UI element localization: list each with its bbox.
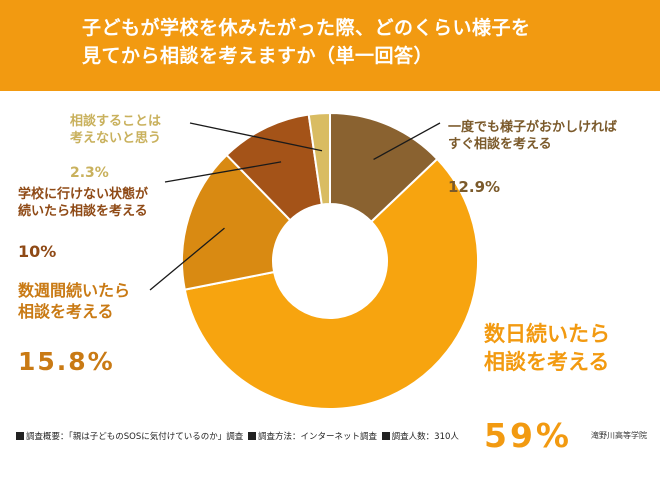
slice-label-cannot-attend: 学校に行けない状態が 続いたら相談を考える 10%: [18, 169, 148, 277]
slice-label-several-days: 数日続いたら 相談を考える 59%: [484, 292, 610, 478]
slice-name: 数日続いたら 相談を考える: [484, 322, 610, 374]
bullet-square-icon: [16, 432, 24, 440]
chart-title: 子どもが学校を休みたがった際、どのくらい様子を 見てから相談を考えますか（単一回…: [82, 17, 531, 67]
footer-item: 調査方法：インターネット調査: [247, 432, 377, 442]
footer-method: 調査方法：インターネット調査: [257, 432, 377, 442]
slice-percent: 10%: [18, 242, 57, 261]
slice-percent: 2.3%: [70, 165, 109, 181]
leader-line: [149, 227, 225, 291]
slice-percent: 15.8%: [18, 347, 115, 376]
survey-footer: 調査概要：「親は子どものSOSに気付けているのか」調査 調査方法：インターネット…: [16, 430, 656, 442]
slice-name: 相談することは 考えないと思う: [70, 114, 162, 146]
leader-line: [189, 122, 323, 152]
slice-name: 学校に行けない状態が 続いたら相談を考える: [18, 187, 149, 219]
source-credit: 滝野川高等学院: [591, 431, 647, 440]
footer-item: 調査人数：310人: [381, 432, 459, 442]
leader-line: [373, 122, 441, 161]
slice-label-several-weeks: 数週間続いたら 相談を考える 15.8%: [18, 259, 130, 393]
bullet-square-icon: [381, 432, 390, 440]
slice-label-no-consult: 相談することは 考えないと思う 2.3%: [70, 96, 161, 199]
slice-no-consult: [307, 111, 331, 206]
donut-chart: [149, 111, 479, 410]
footer-item: 調査概要：「親は子どものSOSに気付けているのか」調査: [16, 432, 243, 442]
bullet-square-icon: [247, 432, 256, 440]
title-banner: 子どもが学校を休みたがった際、どのくらい様子を 見てから相談を考えますか（単一回…: [0, 0, 660, 91]
footer-count: 調査人数：310人: [391, 432, 459, 442]
slice-several-days: [183, 157, 479, 410]
leader-line: [164, 161, 282, 183]
slice-name: 一度でも様子がおかしければ すぐ相談を考える: [448, 120, 618, 152]
slice-several-weeks: [181, 153, 292, 291]
slice-label-immediately: 一度でも様子がおかしければ すぐ相談を考える 12.9%: [448, 102, 617, 213]
footer-overview: 調査概要：「親は子どものSOSに気付けているのか」調査: [26, 432, 244, 442]
slice-name: 数週間続いたら 相談を考える: [18, 281, 131, 321]
slice-percent: 12.9%: [448, 178, 501, 196]
slice-percent: 59%: [484, 416, 572, 455]
